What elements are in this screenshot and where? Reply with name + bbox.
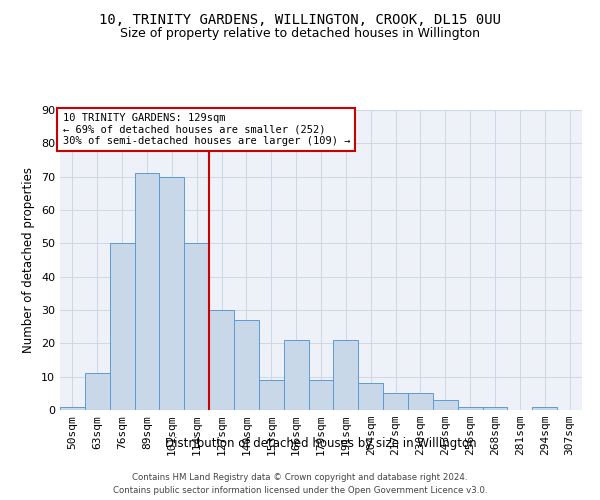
Text: Size of property relative to detached houses in Willington: Size of property relative to detached ho… (120, 28, 480, 40)
Bar (383, 394, 408, 410)
Bar (85, 374, 110, 410)
Bar (433, 400, 458, 410)
Bar (160, 176, 184, 410)
Bar (308, 380, 334, 410)
Bar (60, 406, 85, 410)
Bar (209, 310, 234, 410)
Bar (110, 244, 134, 410)
Text: Contains public sector information licensed under the Open Government Licence v3: Contains public sector information licen… (113, 486, 487, 495)
Y-axis label: Number of detached properties: Number of detached properties (22, 167, 35, 353)
Bar (358, 384, 383, 410)
Text: Contains HM Land Registry data © Crown copyright and database right 2024.: Contains HM Land Registry data © Crown c… (132, 472, 468, 482)
Text: 10 TRINITY GARDENS: 129sqm
← 69% of detached houses are smaller (252)
30% of sem: 10 TRINITY GARDENS: 129sqm ← 69% of deta… (62, 113, 350, 146)
Bar (284, 340, 308, 410)
Text: Distribution of detached houses by size in Willington: Distribution of detached houses by size … (165, 438, 477, 450)
Bar (184, 244, 209, 410)
Bar (234, 320, 259, 410)
Bar (408, 394, 433, 410)
Text: 10, TRINITY GARDENS, WILLINGTON, CROOK, DL15 0UU: 10, TRINITY GARDENS, WILLINGTON, CROOK, … (99, 12, 501, 26)
Bar (458, 406, 482, 410)
Bar (482, 406, 508, 410)
Bar (259, 380, 284, 410)
Bar (532, 406, 557, 410)
Bar (134, 174, 160, 410)
Bar (334, 340, 358, 410)
